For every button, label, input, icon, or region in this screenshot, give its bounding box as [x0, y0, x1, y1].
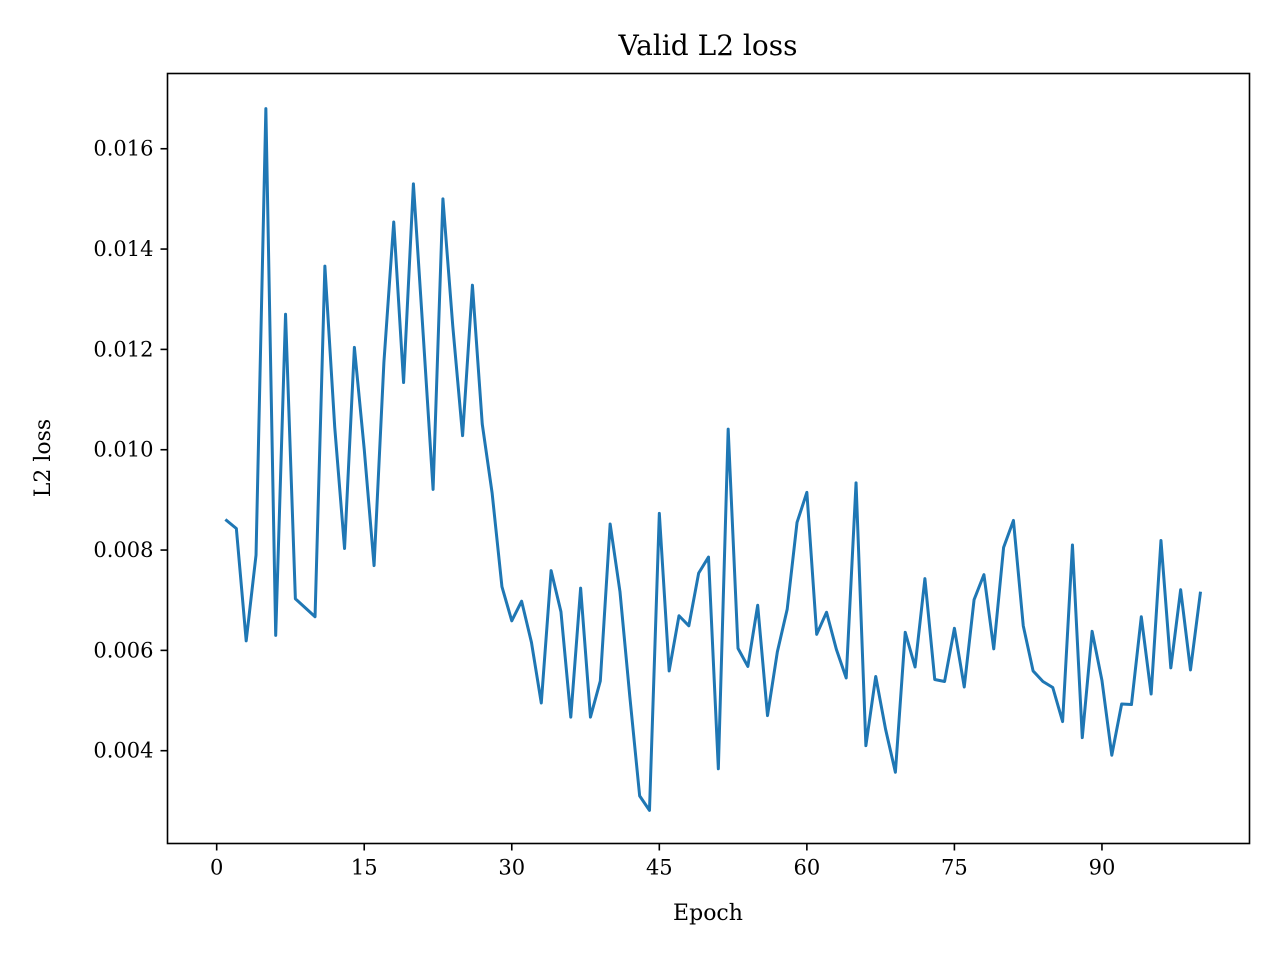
- series-layer: [224, 107, 1202, 812]
- chart-title: Valid L2 loss: [618, 29, 798, 62]
- y-axis-label: L2 loss: [31, 419, 56, 497]
- y-tick-label: 0.004: [93, 739, 153, 763]
- plot-frame: [166, 72, 1251, 845]
- x-tick-label: 30: [498, 856, 525, 880]
- series-line: [224, 107, 1202, 812]
- y-tick-label: 0.014: [93, 237, 153, 261]
- x-tick-label: 60: [793, 856, 820, 880]
- y-tick-label: 0.008: [93, 538, 153, 562]
- y-tick-label: 0.016: [93, 137, 153, 161]
- y-tick-label: 0.012: [93, 337, 153, 361]
- y-tick-label: 0.010: [93, 438, 153, 462]
- x-tick-label: 15: [351, 856, 378, 880]
- x-axis-label: Epoch: [673, 901, 743, 926]
- ticks-layer: 0 15 30 45 60 75 90 0.004 0.006 0.008 0.010 0.012 0.…: [93, 137, 1115, 880]
- x-tick-label: 45: [646, 856, 673, 880]
- y-tick-label: 0.006: [93, 638, 153, 662]
- x-tick-label: 90: [1089, 856, 1116, 880]
- x-tick-label: 75: [941, 856, 968, 880]
- x-tick-label: 0: [210, 856, 223, 880]
